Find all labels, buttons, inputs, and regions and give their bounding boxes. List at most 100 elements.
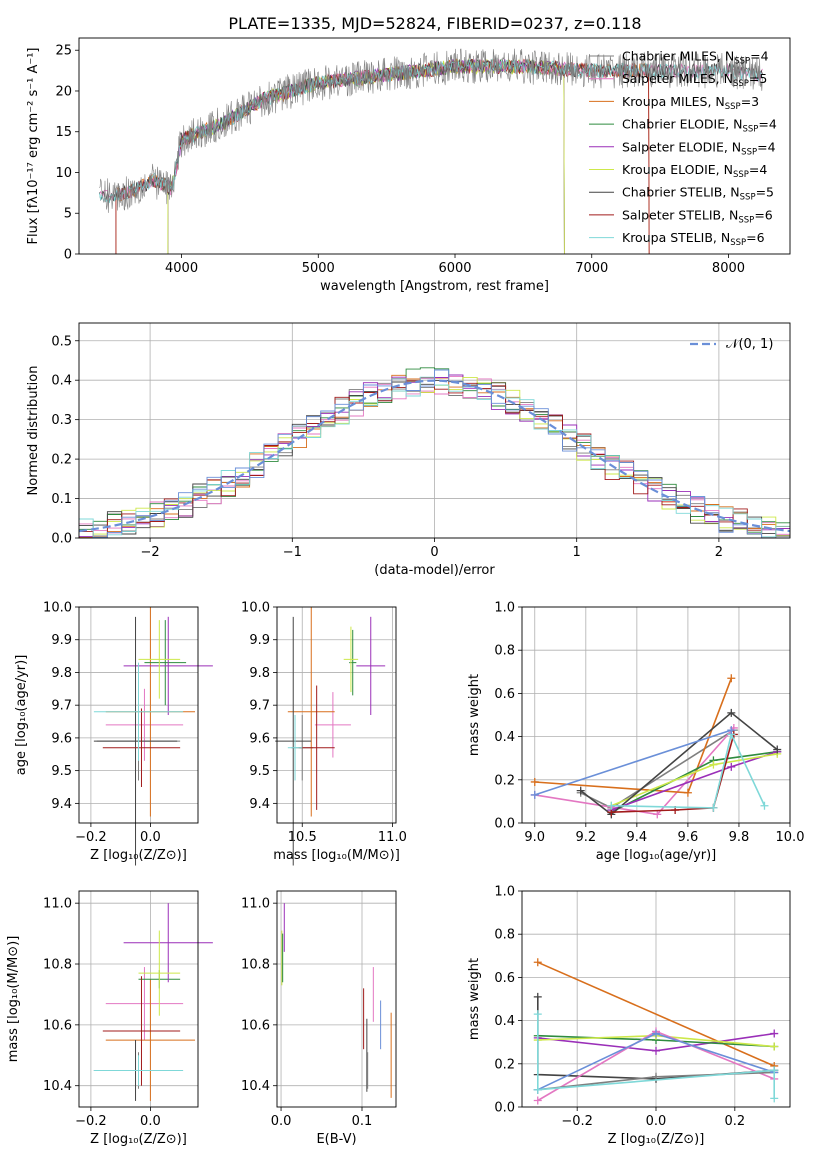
weight-vs-Z-series-line — [537, 1014, 775, 1099]
age-vs-Z-frame — [78, 606, 199, 824]
mass-vs-ebv-ytick-label: 10.6 — [241, 1018, 270, 1033]
legend-entry-label: Salpeter ELODIE, NSSP=4 — [622, 139, 776, 157]
weight-vs-Z-point-marker — [533, 1010, 542, 1019]
residuals-ytick-label: 0.4 — [51, 374, 72, 389]
weight-vs-age-xtick-label: 9.2 — [575, 830, 596, 845]
legend-entry-label: Salpeter MILES, NSSP=5 — [622, 71, 767, 89]
weight-vs-age-ytick-label: 0.2 — [494, 773, 515, 788]
spectrum-xtick-label: 6000 — [438, 261, 471, 276]
weight-vs-Z-point-marker — [770, 1066, 779, 1075]
weight-vs-age-ytick-label: 0.6 — [494, 687, 515, 702]
spectrum-ytick-label: 0 — [64, 248, 72, 263]
weight-vs-Z-point-marker — [770, 1029, 779, 1038]
age-vs-Z-axes — [75, 606, 198, 827]
residuals-xtick-label: 0 — [430, 545, 438, 560]
residuals-xlabel: (data-model)/error — [374, 563, 495, 578]
spectrum-ytick-label: 15 — [55, 125, 72, 140]
weight-vs-Z-ytick-label: 0.4 — [494, 1014, 515, 1029]
spectrum-series-line — [167, 59, 565, 255]
weight-vs-Z-ylabel: mass weight — [467, 958, 482, 1040]
weight-vs-age-xtick-label: 9.4 — [627, 830, 648, 845]
weight-vs-age-xtick-label: 9.0 — [524, 830, 545, 845]
mass-vs-ebv-xlabel: E(B-V) — [316, 1132, 356, 1147]
spectrum-ytick-label: 5 — [64, 207, 72, 222]
weight-vs-Z-point-marker — [770, 1042, 779, 1051]
weight-vs-age-point-marker — [653, 810, 662, 819]
weight-vs-Z-point-marker — [533, 1085, 542, 1094]
age-vs-mass-xtick-label: 10.5 — [288, 830, 317, 845]
residuals-ylabel: Normed distribution — [26, 366, 41, 496]
spectrum-legend: Chabrier MILES, NSSP=4 Salpeter MILES, NS… — [589, 49, 777, 248]
weight-vs-age-series-line — [580, 711, 778, 816]
weight-vs-Z-series-line — [537, 961, 775, 1067]
spectrum-xtick-label: 7000 — [575, 261, 608, 276]
age-vs-mass-frame — [276, 606, 397, 824]
mass-vs-Z-ytick-label: 10.8 — [43, 958, 72, 973]
weight-vs-Z-ytick-label: 0.2 — [494, 1057, 515, 1072]
weight-vs-age-point-marker — [773, 745, 782, 754]
residuals-xtick-label: 2 — [715, 545, 723, 560]
mass-vs-Z-ylabel: mass [log₁₀(M/M⊙)] — [6, 936, 21, 1063]
age-vs-Z-ylabel: age [log₁₀(age/yr)] — [14, 655, 29, 776]
weight-vs-age-series-line — [534, 678, 733, 794]
weight-vs-Z-point-marker — [533, 1096, 542, 1105]
spectrum-series-line — [115, 58, 650, 255]
weight-vs-age-ytick-label: 0.8 — [494, 644, 515, 659]
weight-vs-age-frame — [521, 606, 791, 824]
mass-vs-ebv-ytick-label: 10.8 — [241, 958, 270, 973]
residuals-ytick-label: 0.3 — [51, 413, 72, 428]
weight-vs-age-series-line — [580, 729, 735, 809]
mass-vs-Z-ytick-label: 10.6 — [43, 1018, 72, 1033]
age-vs-mass-ytick-label: 10.0 — [241, 601, 270, 616]
legend-entry-label: Salpeter STELIB, NSSP=6 — [622, 207, 773, 225]
age-vs-mass-ytick-label: 9.9 — [249, 633, 270, 648]
residuals-ytick-label: 0.2 — [51, 453, 72, 468]
age-vs-Z-ytick-label: 9.8 — [51, 666, 72, 681]
weight-vs-age-point-marker — [607, 801, 616, 810]
mass-vs-ebv-ytick-label: 10.4 — [241, 1079, 270, 1094]
spectrum-series-line — [115, 58, 650, 255]
legend-entry-label: Chabrier MILES, NSSP=4 — [622, 49, 769, 67]
age-vs-Z-ytick-label: 9.9 — [51, 633, 72, 648]
weight-vs-Z-ytick-label: 0.0 — [494, 1101, 515, 1116]
spectrum-xtick-label: 8000 — [712, 261, 745, 276]
weight-vs-Z-xlabel: Z [log₁₀(Z/Z⊙)] — [608, 1132, 705, 1147]
weight-vs-age-point-marker — [760, 801, 769, 810]
weight-vs-age-ytick-label: 0.4 — [494, 730, 515, 745]
figure-title: PLATE=1335, MJD=52824, FIBERID=0237, z=0… — [228, 14, 641, 33]
spectrum-ytick-label: 10 — [55, 166, 72, 181]
legend-entry-label: Kroupa STELIB, NSSP=6 — [622, 230, 765, 248]
mass-vs-Z-axes — [75, 891, 198, 1111]
residuals-ytick-label: 0.0 — [51, 532, 72, 547]
age-vs-mass-axes — [273, 606, 396, 827]
spectrum-xtick-label: 4000 — [165, 261, 198, 276]
spectrum-series-line — [167, 58, 565, 255]
age-vs-mass-ytick-label: 9.7 — [249, 699, 270, 714]
spectrum-axes — [75, 49, 729, 258]
weight-vs-Z-xtick-label: 0.2 — [724, 1114, 745, 1129]
weight-vs-age-ylabel: mass weight — [467, 674, 482, 756]
weight-vs-age-xtick-label: 9.8 — [729, 830, 750, 845]
spectrum-ylabel: Flux [fλ10⁻¹⁷ erg cm⁻² s⁻¹ A⁻¹] — [26, 48, 41, 245]
spectrum-series-line — [167, 58, 565, 255]
age-vs-mass-xlabel: mass [log₁₀(M/M⊙)] — [273, 848, 400, 863]
weight-vs-age-ytick-label: 1.0 — [494, 601, 515, 616]
weight-vs-age-series-line — [611, 731, 766, 809]
weight-vs-Z-xtick-label: −0.2 — [561, 1114, 593, 1129]
residuals-xtick-label: −1 — [283, 545, 302, 560]
mass-vs-Z-ytick-label: 11.0 — [43, 897, 72, 912]
age-vs-Z-xlabel: Z [log₁₀(Z/Z⊙)] — [90, 848, 187, 863]
weight-vs-age-ytick-label: 0.0 — [494, 817, 515, 832]
age-vs-mass-ytick-label: 9.4 — [249, 797, 270, 812]
legend-entry-label: Chabrier ELODIE, NSSP=4 — [622, 117, 777, 135]
mass-vs-Z-xtick-label: −0.2 — [75, 1114, 107, 1129]
weight-vs-age-point-marker — [709, 760, 718, 769]
age-vs-mass-xtick-label: 11.0 — [378, 830, 407, 845]
weight-vs-age-point-marker — [727, 762, 736, 771]
weight-vs-age-series-line — [611, 734, 735, 813]
weight-vs-Z-axes — [518, 890, 790, 1111]
weight-vs-age-point-marker — [727, 674, 736, 683]
spectrum-series-line — [99, 48, 763, 213]
weight-vs-age-xtick-label: 10.0 — [776, 830, 805, 845]
weight-vs-age-point-marker — [727, 708, 736, 717]
